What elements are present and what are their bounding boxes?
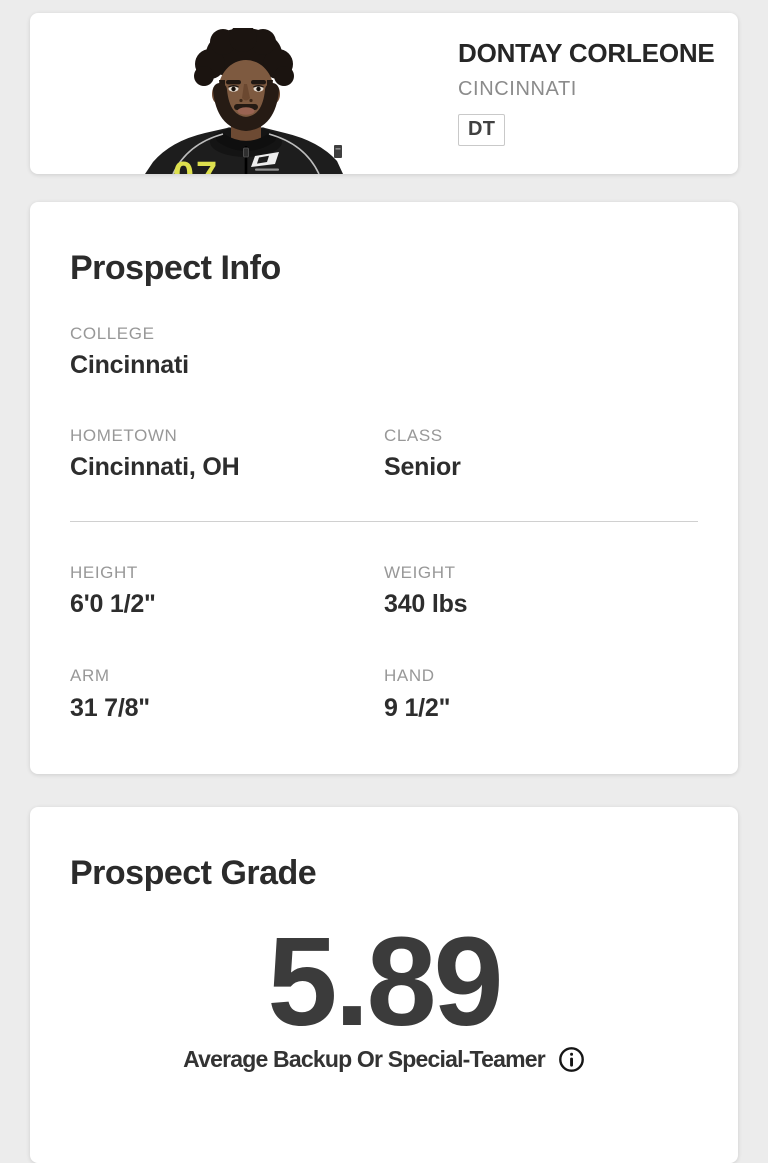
field-hometown: HOMETOWN Cincinnati, OH xyxy=(70,425,384,483)
grade-description-row: Average Backup Or Special-Teamer xyxy=(70,1046,698,1073)
player-headshot-image: 07 xyxy=(145,24,343,174)
class-label: CLASS xyxy=(384,426,443,446)
grade-description: Average Backup Or Special-Teamer xyxy=(183,1046,546,1073)
prospect-grade-title: Prospect Grade xyxy=(70,853,317,892)
hometown-value: Cincinnati, OH xyxy=(70,453,240,482)
height-label: HEIGHT xyxy=(70,563,138,583)
jersey-number: 07 xyxy=(173,155,219,174)
page: 07 DONTAY CORLEONE CINCINNATI DT Prospec… xyxy=(0,13,768,1163)
class-value: Senior xyxy=(384,453,461,482)
position-badge: DT xyxy=(458,113,506,146)
field-arm: ARM 31 7/8" xyxy=(70,665,384,723)
field-height: HEIGHT 6'0 1/2" xyxy=(70,562,384,620)
divider xyxy=(70,521,698,523)
college-label: COLLEGE xyxy=(70,324,155,344)
weight-label: WEIGHT xyxy=(384,563,456,583)
grade-value: 5.89 xyxy=(267,910,503,1052)
prospect-info-card: Prospect Info COLLEGE Cincinnati HOMETOW… xyxy=(30,202,738,774)
circled-i-icon xyxy=(558,1047,584,1073)
hand-label: HAND xyxy=(384,666,435,686)
grade-block: 5.89 Average Backup Or Special-Teamer xyxy=(70,910,698,1073)
hand-value: 9 1/2" xyxy=(384,693,451,722)
hometown-label: HOMETOWN xyxy=(70,426,178,446)
player-photo: 07 xyxy=(143,24,345,174)
info-grid-top: COLLEGE Cincinnati HOMETOWN Cincinnati, … xyxy=(70,290,698,483)
field-class: CLASS Senior xyxy=(384,425,698,483)
college-value: Cincinnati xyxy=(70,351,189,380)
height-value: 6'0 1/2" xyxy=(70,590,156,619)
info-icon[interactable] xyxy=(558,1046,585,1073)
field-spacer xyxy=(384,323,698,381)
field-weight: WEIGHT 340 lbs xyxy=(384,562,698,620)
arm-label: ARM xyxy=(70,666,110,686)
field-college: COLLEGE Cincinnati xyxy=(70,323,384,381)
player-header-card: 07 DONTAY CORLEONE CINCINNATI DT xyxy=(30,13,738,174)
info-grid-measurements: HEIGHT 6'0 1/2" WEIGHT 340 lbs ARM 31 7/… xyxy=(70,522,698,723)
prospect-grade-card: Prospect Grade 5.89 Average Backup Or Sp… xyxy=(30,806,738,1163)
field-hand: HAND 9 1/2" xyxy=(384,665,698,723)
player-name: DONTAY CORLEONE xyxy=(458,38,715,68)
prospect-info-title: Prospect Info xyxy=(70,249,281,287)
player-school: CINCINNATI xyxy=(458,77,577,100)
arm-value: 31 7/8" xyxy=(70,693,150,722)
weight-value: 340 lbs xyxy=(384,590,468,619)
